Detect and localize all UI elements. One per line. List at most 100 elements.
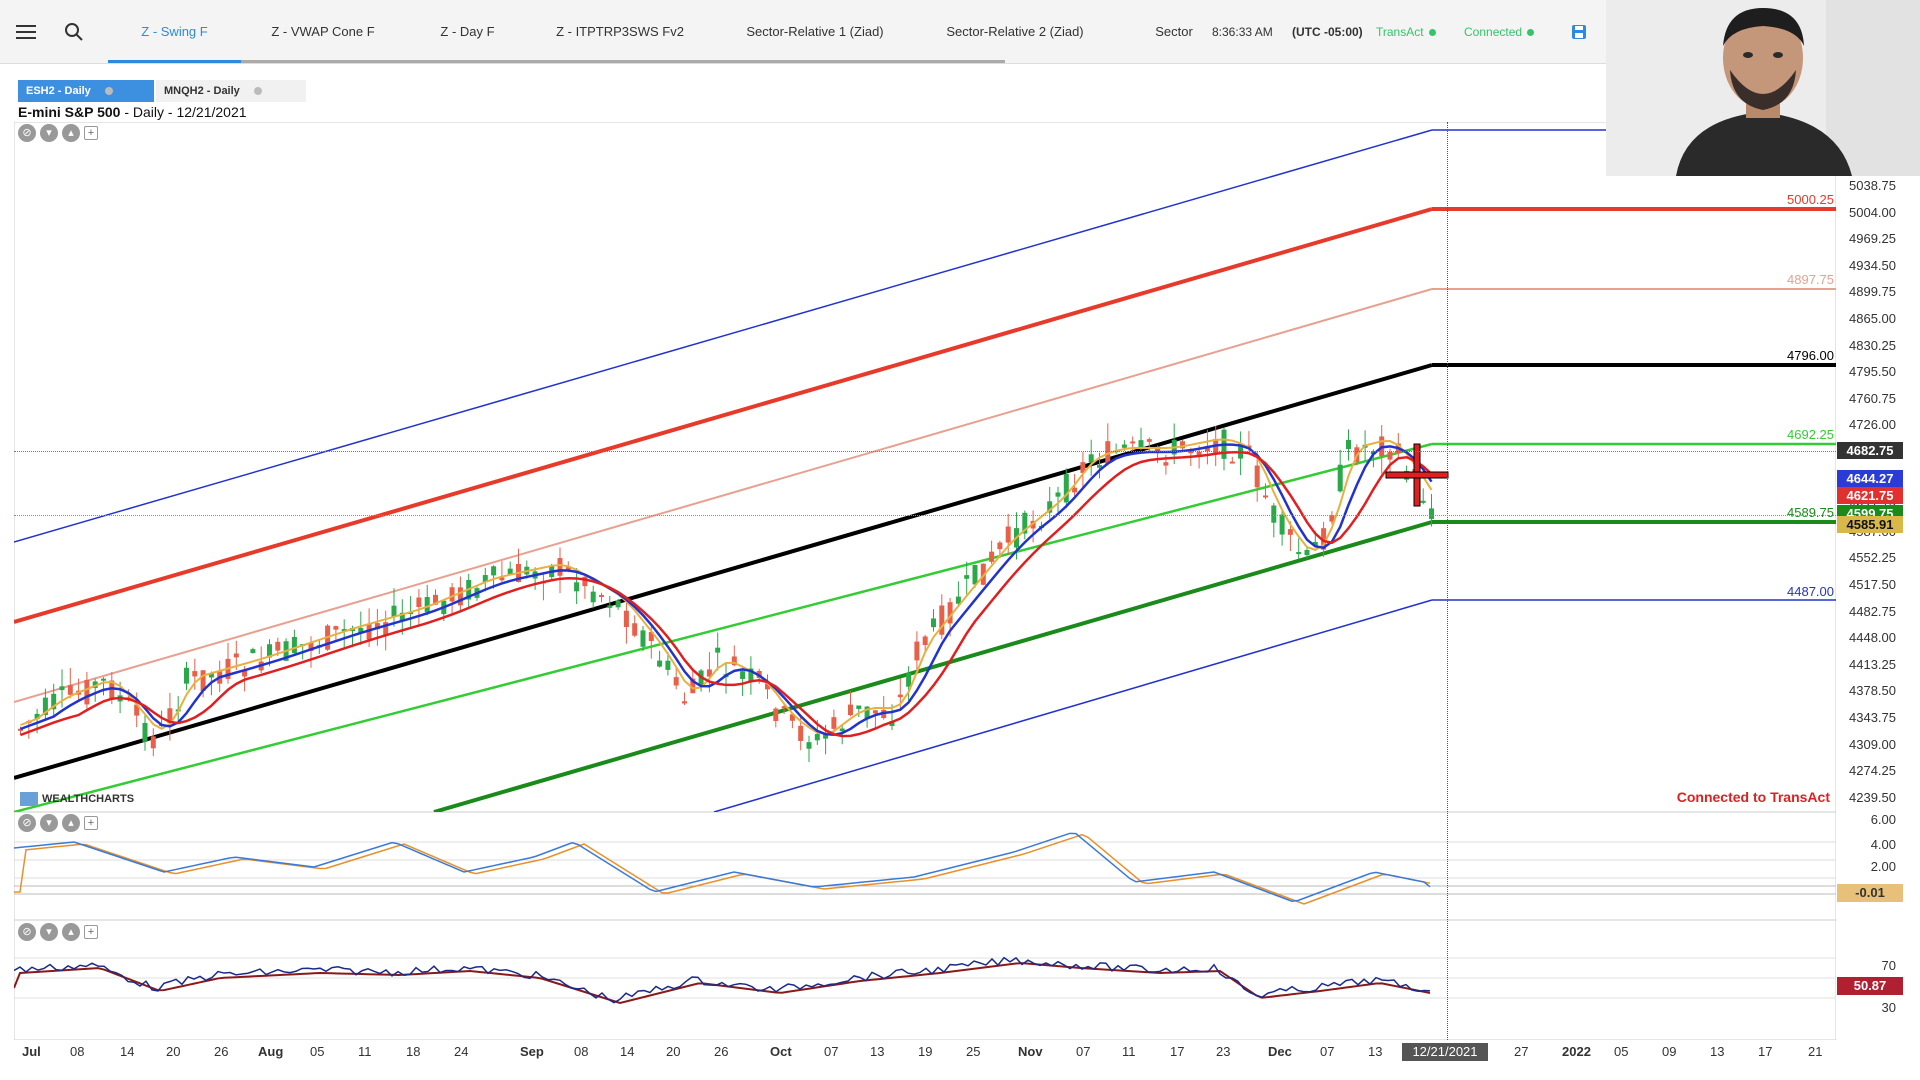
save-icon[interactable] [1571,24,1587,40]
candle-body [366,624,372,640]
candle-body [383,622,389,636]
expand-pane-icon[interactable]: ▴ [62,814,80,832]
ma-slow-line [20,450,1433,738]
candle-body [449,587,455,602]
close-pane-icon[interactable]: ⊘ [18,923,36,941]
candle-body [748,668,754,683]
tab-sector[interactable]: Sector [1155,24,1193,39]
candle-body [831,717,837,729]
oscillator-1-axis[interactable]: 6.00 4.00 2.00 [1836,812,1904,920]
add-indicator-icon[interactable]: + [84,126,98,140]
candle-body [1204,446,1210,452]
search-icon[interactable] [62,20,86,44]
tab-sector-relative-1[interactable]: Sector-Relative 1 (Ziad) [746,24,884,39]
oscillator-1-lines [14,832,1836,905]
candle-body [565,567,571,570]
candle-body [897,694,903,698]
chart-period: - Daily - 12/21/2021 [124,104,247,120]
candle-body [640,630,646,647]
date-axis-label: 08 [70,1044,85,1059]
oscillator-pane-1[interactable] [14,812,1836,920]
price-chart[interactable] [14,122,1836,812]
expand-pane-icon[interactable]: ▴ [62,124,80,142]
date-axis-label: 13 [1368,1044,1383,1059]
tab-scrollbar[interactable] [241,60,1005,63]
candle-body [1080,462,1086,473]
candle-body [673,677,679,686]
tab-sector-relative-2[interactable]: Sector-Relative 2 (Ziad) [946,24,1084,39]
candle-body [92,681,98,688]
symbol-tab-dot [104,87,113,96]
candle-body [1296,552,1302,555]
osc2-main-line [14,956,1431,1004]
ma-medium-line [20,443,1433,737]
candle-body [964,575,970,579]
symbol-tab-mnqh2[interactable]: MNQH2 - Daily [156,80,306,102]
candle-body [433,594,438,605]
price-axis-label: 4448.00 [1849,630,1896,646]
tab-z-day-f[interactable]: Z - Day F [440,24,495,39]
date-axis-label: 07 [1076,1044,1091,1059]
date-axis-label: 05 [1614,1044,1629,1059]
candle-body [391,605,397,617]
transact-label: TransAct [1376,25,1424,39]
transact-status: TransAct [1376,0,1436,64]
collapse-pane-icon[interactable]: ▾ [40,923,58,941]
add-indicator-icon[interactable]: + [84,816,98,830]
candle-body [233,653,239,658]
candle-body [632,623,638,636]
candle-body [715,647,721,653]
oscillator-2-axis[interactable]: 70 30 [1836,920,1904,1040]
candle-body [308,642,314,651]
level-price-label: 4589.75 [1787,505,1834,520]
candle-body [773,708,779,722]
date-axis[interactable]: Jul 08 14 20 26 Aug 05 11 18 24 Sep 08 14 20 26 Oct 07 13… [14,1040,1836,1064]
candle-body [1130,441,1136,444]
close-pane-icon[interactable]: ⊘ [18,124,36,142]
symbol-tab-esh2[interactable]: ESH2 - Daily [18,80,154,102]
osc1-value-tag: -0.01 [1837,884,1903,902]
candle-body [798,725,804,741]
candle-body [997,542,1003,550]
collapse-pane-icon[interactable]: ▾ [40,814,58,832]
oscillator-pane-2[interactable] [14,920,1836,1040]
candle-body [574,582,580,592]
candle-body [972,565,978,585]
candle-body [599,594,604,597]
candle-body [823,733,829,739]
main-pane-controls: ⊘ ▾ ▴ + [18,124,98,142]
active-tab-indicator [108,60,241,63]
candle-body [424,597,430,613]
osc1-axis-label: 4.00 [1870,837,1896,852]
tab-z-itptrp3sws[interactable]: Z - ITPTRP3SWS Fv2 [556,24,684,39]
candle-body [499,577,505,581]
candle-body [889,720,895,726]
candle-body [615,600,621,608]
collapse-pane-icon[interactable]: ▾ [40,124,58,142]
symbol-tab-label: MNQH2 - Daily [164,85,240,97]
candle-body [101,678,106,681]
candle-body [1138,440,1144,448]
candle-body [1329,515,1335,522]
crosshair-vertical [1447,122,1448,1040]
price-axis-label: 4899.75 [1849,284,1896,300]
candle-body [34,713,40,720]
menu-icon[interactable] [14,21,38,43]
candle-body [648,632,654,642]
close-pane-icon[interactable]: ⊘ [18,814,36,832]
date-axis-label: 26 [214,1044,229,1059]
tab-z-swing-f[interactable]: Z - Swing F [141,24,208,39]
date-axis-label: 24 [454,1044,469,1059]
candle-body [1304,549,1310,556]
add-indicator-icon[interactable]: + [84,925,98,939]
expand-pane-icon[interactable]: ▴ [62,923,80,941]
instrument-name: E-mini S&P 500 [18,104,121,120]
tab-z-vwap-cone-f[interactable]: Z - VWAP Cone F [271,24,375,39]
candle-body [1022,512,1028,534]
price-axis[interactable]: 5038.75 5004.00 4969.25 4934.50 4899.75 4865.… [1836,122,1904,812]
candle-body [1005,526,1011,543]
price-axis-label: 4552.25 [1849,550,1896,566]
candle-body [1097,465,1102,468]
date-axis-label: Aug [258,1044,284,1059]
connection-footer-status: Connected to TransAct [1676,789,1830,805]
